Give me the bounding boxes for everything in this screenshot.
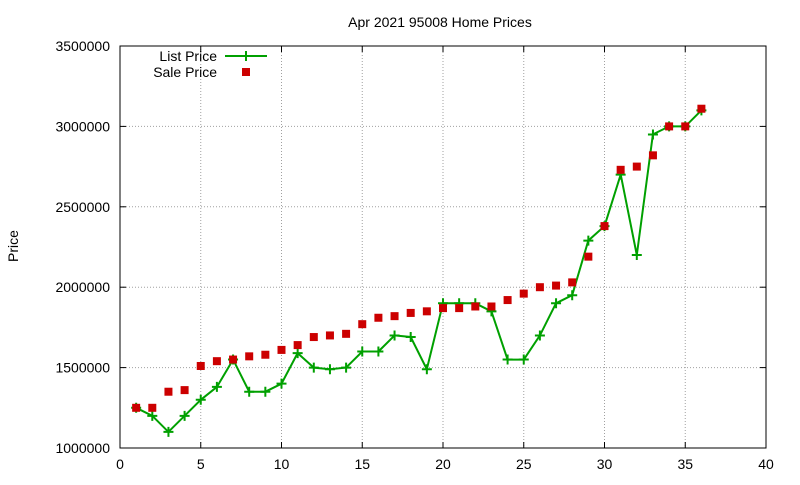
sale-price-point [552,281,561,290]
list-price-point [163,426,174,437]
list-price-point [631,250,642,261]
sale-price-point [487,302,496,311]
sale-price-point [374,313,383,322]
list-price-point [502,354,513,365]
list-price-point [551,298,562,309]
sale-price-point [519,289,528,298]
legend-label: List Price [159,48,217,64]
sale-price-point [309,333,318,342]
sale-price-point [471,302,480,311]
sale-price-point [632,162,641,171]
y-axis-label: Price [5,230,21,262]
x-tick-label: 10 [274,456,290,472]
sale-price-point [390,312,399,321]
y-tick-label: 3500000 [55,38,110,54]
sale-price-point [212,357,221,366]
list-price-point [357,346,368,357]
sale-price-point [616,165,625,174]
x-tick-label: 5 [197,456,205,472]
list-price-point [147,410,158,421]
x-tick-label: 35 [677,456,693,472]
sale-price-point [584,252,593,261]
y-tick-label: 1500000 [55,360,110,376]
y-tick-label: 2000000 [55,279,110,295]
list-price-line [135,109,703,434]
sale-price-point [325,331,334,340]
list-price-point [583,235,594,246]
list-price-point [389,330,400,341]
sale-price-point [277,345,286,354]
axes: 0 5 10 15 20 25 30 35 40 1000000 1500000 2000000 250… [55,38,774,472]
sale-price-point [342,329,351,338]
series [131,104,707,437]
x-tick-label: 15 [354,456,370,472]
sale-price-point [229,355,238,364]
list-price-point [373,346,384,357]
legend-cross-sample [241,51,251,61]
sale-price-point [568,278,577,287]
y-tick-label: 3000000 [55,118,110,134]
list-price-point [179,410,190,421]
list-price-point [260,386,271,397]
sale-price-point [148,403,157,412]
list-price-point [421,364,432,375]
list-price-point [341,362,352,373]
legend-label: Sale Price [153,64,217,80]
chart-title: Apr 2021 95008 Home Prices [348,14,532,30]
list-price-point [405,332,416,343]
sale-price-point [358,320,367,329]
sale-price-point [535,283,544,292]
sale-price-point [245,352,254,361]
list-price-point [211,381,222,392]
list-price-point [195,394,206,405]
x-tick-label: 20 [435,456,451,472]
list-price-point [308,362,319,373]
list-price-point [647,129,658,140]
sale-price-point [196,361,205,370]
sale-price-point [406,308,415,317]
list-price-point [244,386,255,397]
x-tick-label: 40 [758,456,774,472]
sale-price-point [665,122,674,131]
sale-price-point [455,304,464,313]
sale-price-point [648,151,657,160]
series-list-price [131,105,707,437]
list-price-point [292,348,303,359]
sale-price-point [600,222,609,231]
sale-price-point [697,104,706,113]
y-tick-label: 1000000 [55,440,110,456]
sale-price-point [132,403,141,412]
sale-price-point [293,341,302,350]
x-tick-label: 25 [516,456,532,472]
sale-price-point [503,296,512,305]
grid [120,46,766,448]
sale-price-point [439,304,447,313]
list-price-point [567,290,578,301]
sale-price-point [180,386,189,395]
list-price-point [534,330,545,341]
x-tick-label: 30 [597,456,613,472]
list-price-point [518,354,529,365]
sale-price-point [164,387,173,396]
sale-price-point [261,350,270,359]
sale-price-point [681,122,690,131]
list-price-point [276,378,287,389]
y-tick-label: 2500000 [55,199,110,215]
list-price-point [324,364,335,375]
series-sale-price [132,104,706,412]
sale-price-point [422,307,431,316]
legend-square-sample [242,68,250,76]
x-tick-label: 0 [116,456,124,472]
